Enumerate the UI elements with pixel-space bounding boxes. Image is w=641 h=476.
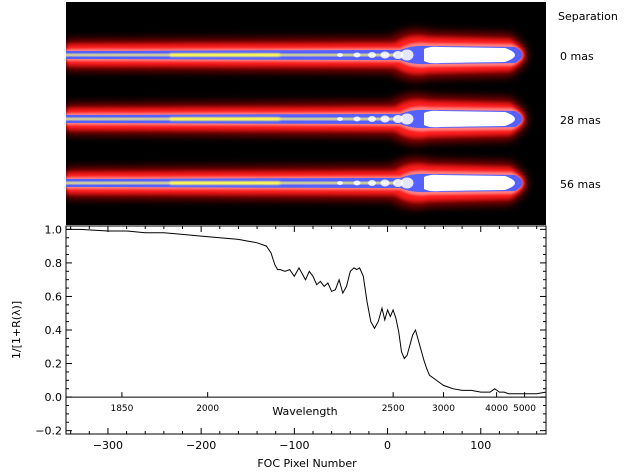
y-tick-label: 0.2	[45, 358, 63, 371]
separation-label-2: 56 mas	[560, 178, 601, 191]
x-axis-label: FOC Pixel Number	[257, 457, 357, 470]
spectrum-row-1	[66, 93, 528, 145]
separation-header: Separation	[558, 10, 618, 23]
wavelength-label: Wavelength	[272, 405, 337, 418]
x-tick-label: 100	[470, 439, 491, 452]
y-tick-label: 0.6	[45, 290, 63, 303]
spectrum-row-2	[66, 157, 528, 209]
wavelength-tick-label: 2000	[196, 404, 219, 414]
separation-label-0: 0 mas	[560, 50, 594, 63]
y-tick-label: 0.8	[45, 257, 63, 270]
y-tick-label: 0.4	[45, 324, 63, 337]
x-tick-label: −300	[93, 439, 123, 452]
wavelength-tick-label: 4000	[485, 404, 508, 414]
transmission-plot: −300 −200 −100 0 100 −0.20.00.20.40.60.81.0 …	[10, 223, 547, 470]
separation-label-1: 28 mas	[560, 114, 601, 127]
x-tick-label: −100	[279, 439, 309, 452]
y-axis-label: 1/[1+R(λ)]	[10, 301, 23, 359]
series-line	[66, 228, 546, 395]
wavelength-tick-label: 1850	[110, 404, 133, 414]
spectrum-row-0	[66, 29, 528, 81]
y-tick-label: 1.0	[45, 223, 63, 236]
wavelength-tick-label: 2500	[382, 404, 405, 414]
spectra-image	[66, 2, 546, 225]
y-tick-label: 0.0	[45, 391, 63, 404]
wavelength-tick-label: 5000	[513, 404, 536, 414]
x-tick-label: 0	[384, 439, 391, 452]
plot-frame	[65, 225, 547, 435]
y-tick-label: −0.2	[35, 425, 62, 438]
wavelength-tick-label: 3000	[432, 404, 455, 414]
x-tick-label: −200	[186, 439, 216, 452]
